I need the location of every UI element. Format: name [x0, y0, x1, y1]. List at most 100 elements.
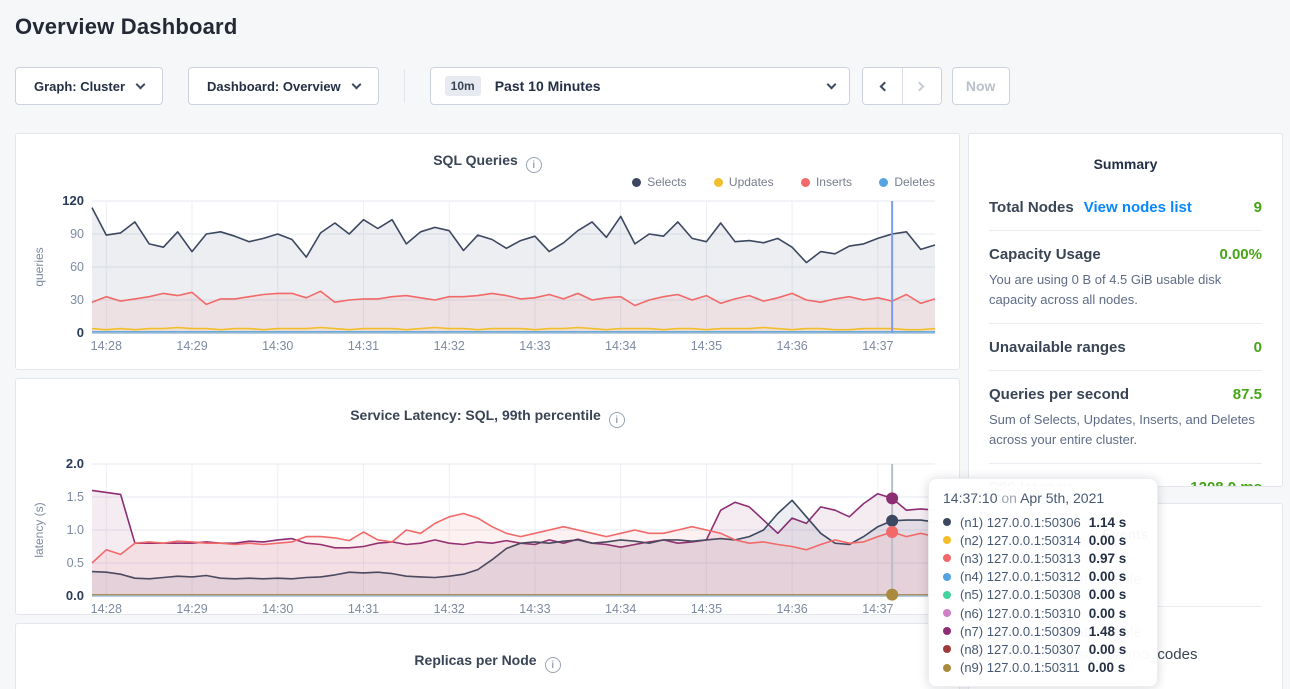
divider: [404, 69, 405, 103]
tooltip-node-value: 1.14 s: [1089, 515, 1127, 530]
tooltip-node-label: (n2) 127.0.0.1:50314: [960, 533, 1081, 548]
graph-dropdown-label: Graph: Cluster: [34, 79, 125, 94]
chart-title: Replicas per Node i: [30, 652, 945, 673]
legend-item[interactable]: Inserts: [801, 175, 852, 189]
summary-description: You are using 0 B of 4.5 GiB usable disk…: [989, 270, 1262, 309]
chevron-right-icon: [915, 81, 925, 91]
svg-text:14:31: 14:31: [348, 339, 379, 353]
tooltip-node-value: 0.00 s: [1089, 569, 1127, 584]
dashboard-dropdown[interactable]: Dashboard: Overview: [188, 67, 379, 105]
graph-dropdown[interactable]: Graph: Cluster: [15, 67, 163, 105]
legend-dot: [632, 178, 641, 187]
summary-title: Summary: [989, 156, 1262, 172]
svg-text:14:32: 14:32: [434, 339, 465, 353]
svg-text:14:31: 14:31: [348, 602, 379, 615]
tooltip-node-label: (n5) 127.0.0.1:50308: [960, 587, 1081, 602]
chart-title-text: Replicas per Node: [414, 652, 536, 668]
tooltip-date: Apr 5th, 2021: [1020, 490, 1104, 506]
summary-label: Capacity Usage: [989, 246, 1101, 263]
tooltip-node-value: 0.97 s: [1089, 551, 1127, 566]
series-dot: [943, 518, 951, 526]
page-title: Overview Dashboard: [15, 14, 237, 40]
tooltip-node-value: 0.00 s: [1088, 660, 1126, 675]
tooltip-node-label: (n1) 127.0.0.1:50306: [960, 515, 1081, 530]
svg-text:1.5: 1.5: [67, 490, 84, 504]
svg-text:1.0: 1.0: [67, 523, 84, 537]
replicas-per-node-panel: Replicas per Node i: [15, 623, 960, 689]
svg-text:14:34: 14:34: [605, 602, 636, 615]
svg-text:14:37: 14:37: [862, 602, 893, 615]
tooltip-row: (n4) 127.0.0.1:50312 0.00 s: [943, 568, 1143, 586]
svg-text:90: 90: [70, 227, 84, 241]
legend-dot: [714, 178, 723, 187]
info-icon[interactable]: i: [609, 412, 625, 428]
tooltip-row: (n8) 127.0.0.1:50307 0.00 s: [943, 640, 1143, 658]
service-latency-panel: Service Latency: SQL, 99th percentile i 0…: [15, 378, 960, 615]
svg-text:latency (s): latency (s): [32, 502, 46, 557]
svg-text:120: 120: [62, 193, 84, 208]
chevron-left-icon: [879, 81, 889, 91]
tooltip-row: (n3) 127.0.0.1:50313 0.97 s: [943, 549, 1143, 567]
now-button[interactable]: Now: [952, 67, 1010, 105]
summary-value: 0.00%: [1219, 246, 1262, 263]
svg-text:14:30: 14:30: [262, 339, 293, 353]
legend-label: Selects: [647, 175, 686, 189]
series-dot: [943, 645, 951, 653]
summary-label: Unavailable ranges: [989, 339, 1126, 356]
info-icon[interactable]: i: [545, 657, 561, 673]
tooltip-row: (n2) 127.0.0.1:50314 0.00 s: [943, 531, 1143, 549]
charts-column: SQL Queries i Selects Updates Inserts Del…: [15, 133, 960, 689]
tooltip-node-label: (n9) 127.0.0.1:50311: [960, 660, 1080, 675]
time-range-dropdown[interactable]: 10m Past 10 Minutes: [430, 67, 850, 105]
svg-text:0.0: 0.0: [66, 588, 84, 603]
svg-text:60: 60: [70, 260, 84, 274]
svg-text:14:33: 14:33: [519, 339, 550, 353]
tooltip-rows: (n1) 127.0.0.1:50306 1.14 s (n2) 127.0.0…: [943, 513, 1143, 677]
chart-hover-tooltip: 14:37:10 on Apr 5th, 2021 (n1) 127.0.0.1…: [928, 478, 1158, 687]
series-dot: [943, 664, 951, 672]
svg-text:14:32: 14:32: [434, 602, 465, 615]
sql-queries-panel: SQL Queries i Selects Updates Inserts Del…: [15, 133, 960, 370]
next-range-button[interactable]: [902, 68, 941, 104]
svg-text:14:34: 14:34: [605, 339, 636, 353]
series-dot: [943, 609, 951, 617]
summary-panel: Summary Total Nodes View nodes list 9 Ca…: [968, 133, 1283, 487]
legend-item[interactable]: Updates: [714, 175, 774, 189]
tooltip-node-value: 0.00 s: [1089, 587, 1127, 602]
summary-rows: Total Nodes View nodes list 9 Capacity U…: [989, 184, 1262, 487]
service-latency-chart[interactable]: 0.00.51.01.52.014:2814:2914:3014:3114:32…: [30, 454, 945, 615]
series-dot: [943, 554, 951, 562]
summary-value: 9: [1254, 199, 1262, 216]
summary-label: Total Nodes: [989, 199, 1074, 216]
chart-title: Service Latency: SQL, 99th percentile i: [30, 407, 945, 428]
controls-bar: Graph: Cluster Dashboard: Overview 10m P…: [15, 67, 1010, 105]
tooltip-node-value: 1.48 s: [1089, 624, 1127, 639]
svg-text:0.5: 0.5: [67, 556, 84, 570]
tooltip-node-value: 0.00 s: [1089, 606, 1127, 621]
prev-range-button[interactable]: [863, 68, 902, 104]
dashboard-dropdown-label: Dashboard: Overview: [207, 79, 341, 94]
legend-item[interactable]: Selects: [632, 175, 686, 189]
summary-row: Capacity Usage 0.00% You are using 0 B o…: [989, 230, 1262, 323]
svg-text:14:29: 14:29: [176, 602, 207, 615]
time-range-badge: 10m: [445, 76, 481, 96]
sql-queries-chart[interactable]: 030609012014:2814:2914:3014:3114:3214:33…: [30, 191, 945, 359]
tooltip-timestamp: 14:37:10 on Apr 5th, 2021: [943, 490, 1143, 506]
chart-title-text: SQL Queries: [433, 152, 518, 168]
view-nodes-link[interactable]: View nodes list: [1084, 199, 1192, 216]
legend-dot: [879, 178, 888, 187]
summary-value: 0: [1254, 339, 1262, 356]
legend-item[interactable]: Deletes: [879, 175, 935, 189]
tooltip-node-label: (n7) 127.0.0.1:50309: [960, 624, 1081, 639]
svg-text:30: 30: [70, 293, 84, 307]
legend-label: Inserts: [816, 175, 852, 189]
chart-legend: Selects Updates Inserts Deletes: [30, 175, 945, 191]
svg-text:14:29: 14:29: [176, 339, 207, 353]
info-icon[interactable]: i: [526, 157, 542, 173]
svg-text:14:30: 14:30: [262, 602, 293, 615]
svg-text:0: 0: [77, 325, 84, 340]
chart-title-text: Service Latency: SQL, 99th percentile: [350, 407, 601, 423]
svg-text:14:36: 14:36: [776, 602, 807, 615]
time-range-label: Past 10 Minutes: [495, 78, 601, 94]
summary-value: 87.5: [1233, 386, 1262, 403]
